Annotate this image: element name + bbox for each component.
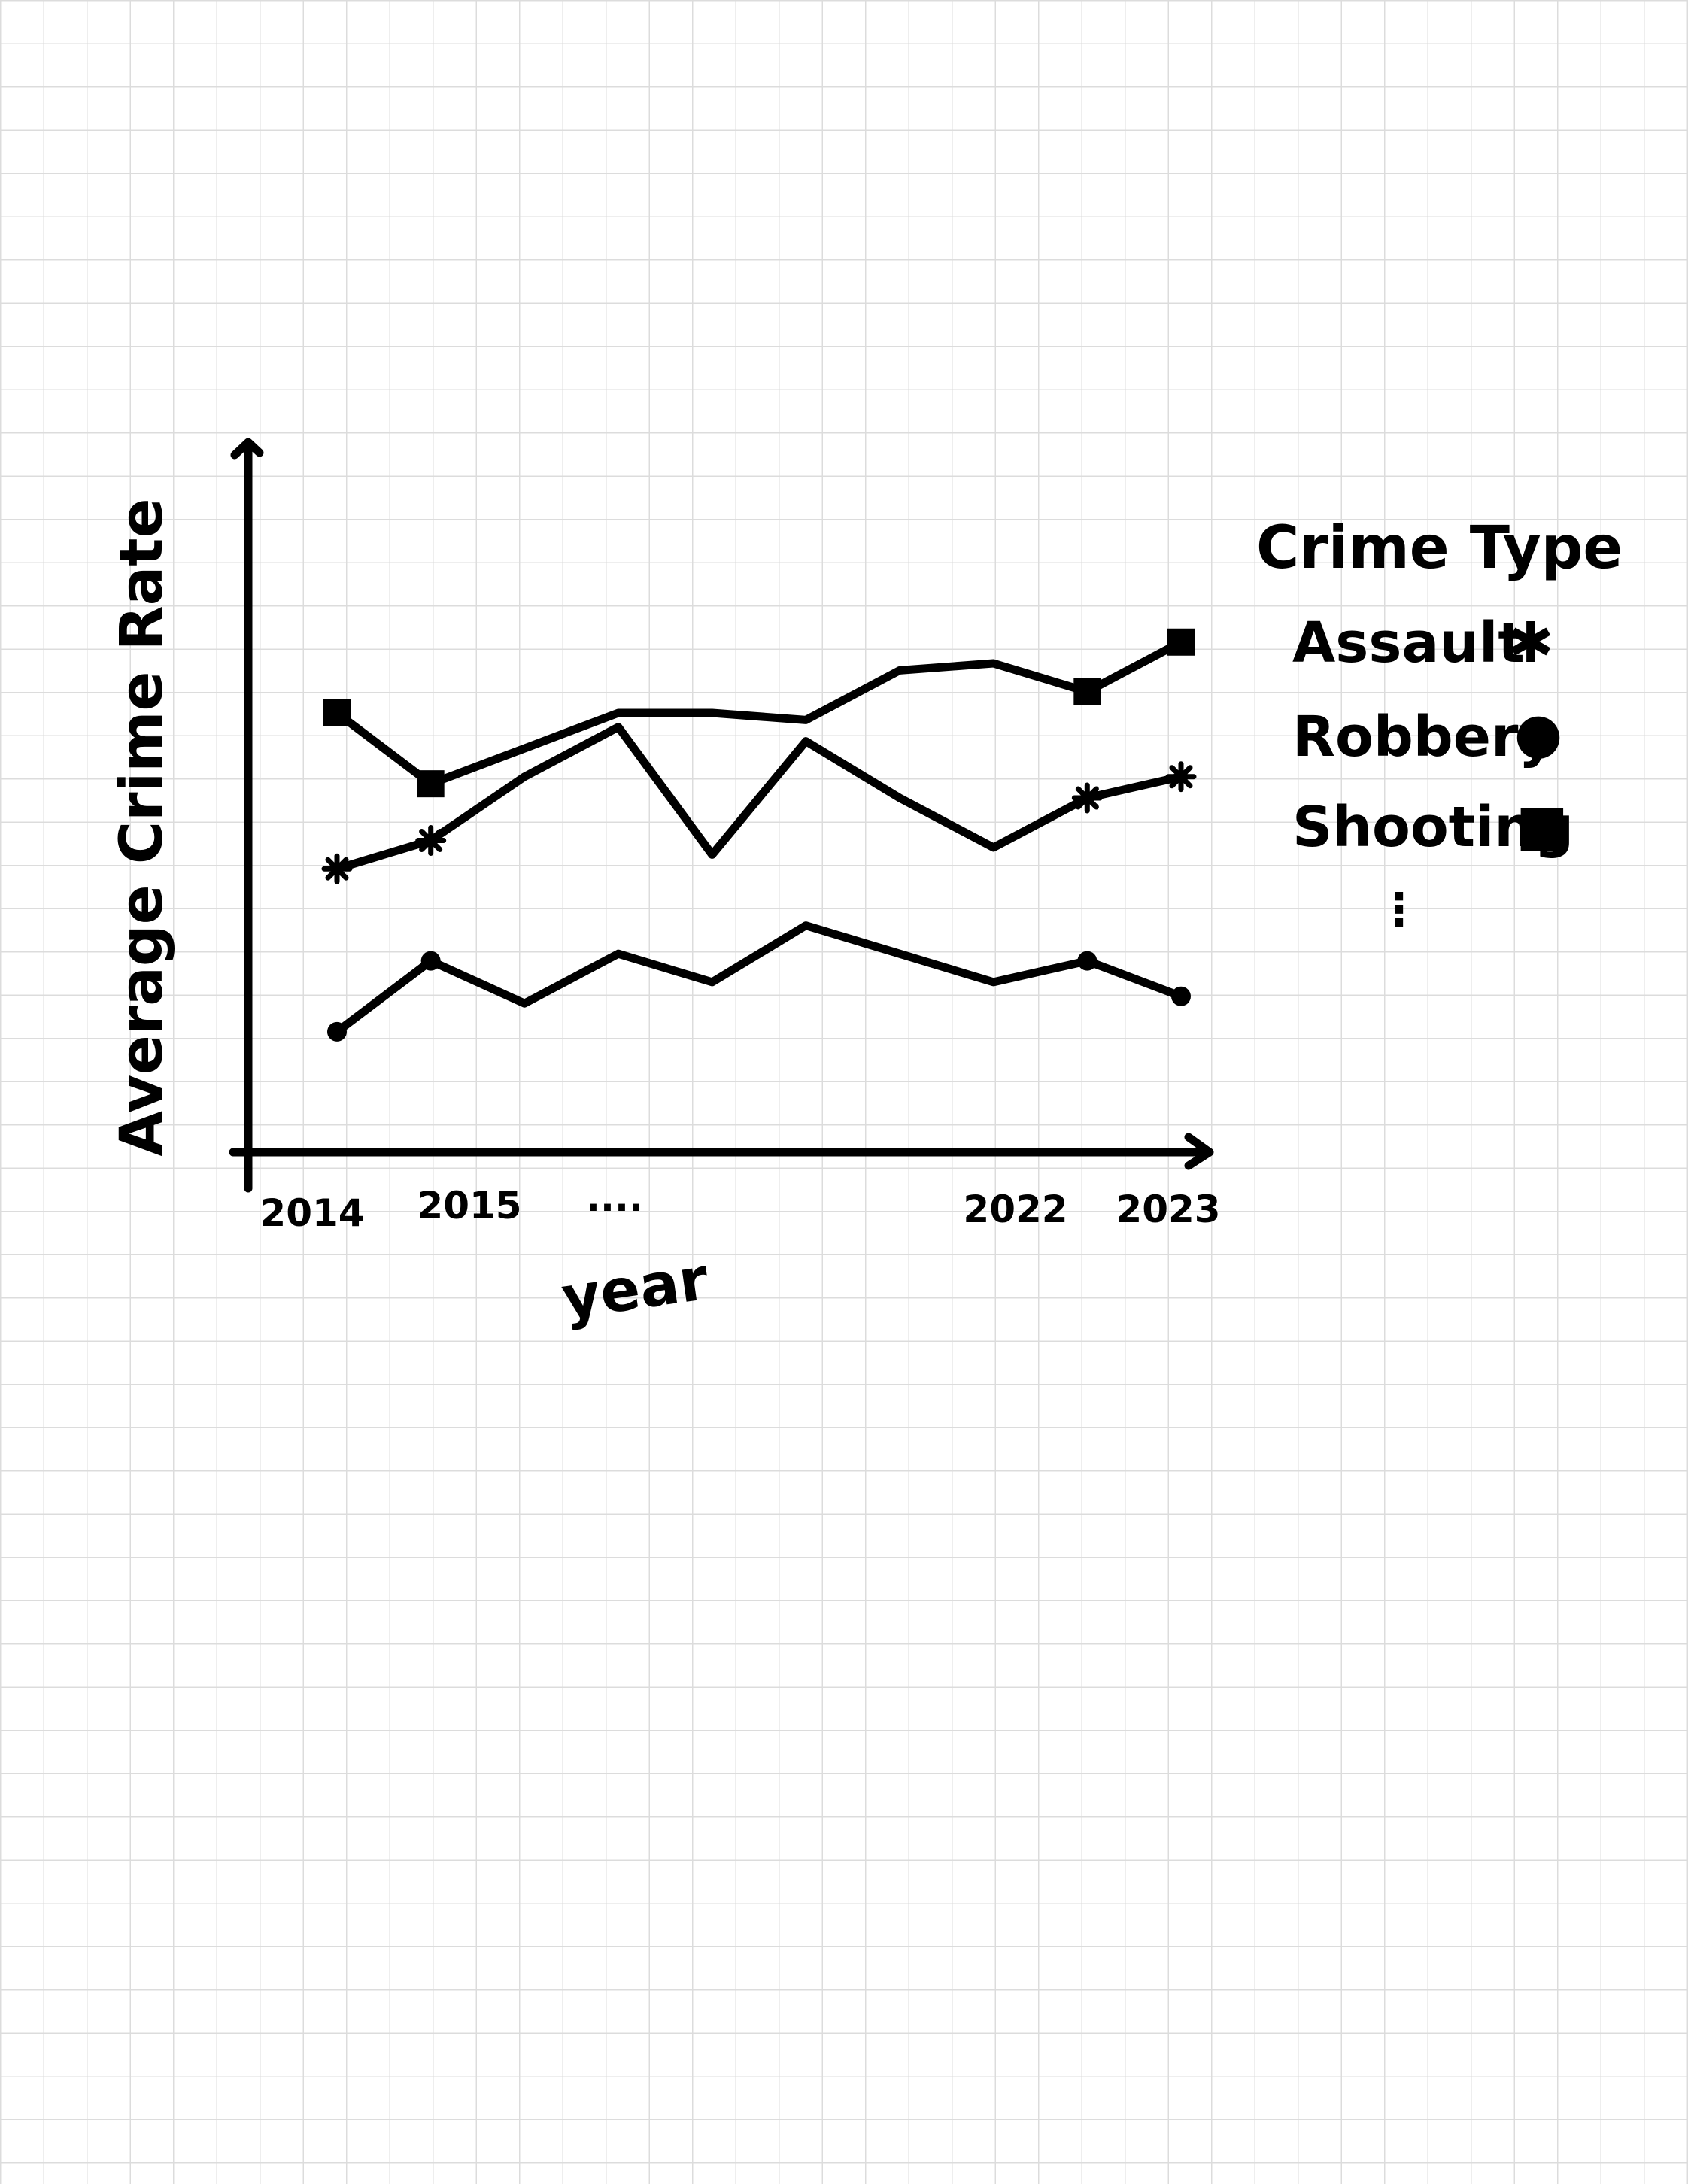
x-tick-label-2014: 2014 (260, 1191, 364, 1235)
x-tick-label-2015: 2015 (417, 1184, 521, 1227)
marker-shooting-2014 (323, 699, 351, 726)
legend-ellipsis: ⋮ (1377, 884, 1425, 936)
marker-robbery-2022 (1077, 951, 1098, 971)
legend: Crime Type Assault ✱ Robbery ● Shooting … (1256, 514, 1623, 936)
y-axis (230, 438, 264, 1193)
legend-marker-robbery: ● (1514, 701, 1563, 766)
x-axis-title: year (557, 1245, 712, 1333)
x-tick-label-2023: 2023 (1116, 1188, 1220, 1231)
legend-item-robbery: Robbery ● (1292, 701, 1562, 769)
x-axis (229, 1133, 1214, 1170)
y-axis-title: Average Crime Rate (108, 499, 176, 1157)
plot-series (332, 638, 1186, 1036)
x-tick-label-ellipsis: .... (586, 1176, 643, 1220)
x-axis-arrowhead (1184, 1133, 1214, 1170)
marker-shooting-2023 (1167, 628, 1195, 656)
marker-shooting-2015 (417, 770, 445, 798)
series-line-assault (332, 723, 1186, 873)
series-markers (321, 628, 1197, 1042)
legend-title: Crime Type (1256, 514, 1623, 582)
series-line-shooting (332, 638, 1186, 788)
x-tick-labels: 2014 2015 .... 2022 2023 (260, 1176, 1220, 1235)
marker-robbery-2023 (1171, 986, 1191, 1006)
marker-assault-2014 (321, 853, 353, 884)
legend-item-assault: Assault ✱ (1292, 611, 1554, 675)
legend-label-robbery: Robbery (1292, 705, 1555, 769)
marker-shooting-2022 (1073, 678, 1101, 705)
marker-assault-2015 (415, 825, 447, 856)
marker-robbery-2015 (420, 951, 441, 971)
legend-label-shooting: Shooting (1292, 795, 1574, 860)
series-line-robbery (332, 921, 1186, 1036)
y-axis-arrowhead (230, 438, 264, 460)
x-tick-label-2022: 2022 (963, 1188, 1067, 1231)
legend-label-assault: Assault (1292, 611, 1525, 675)
legend-marker-assault: ✱ (1507, 611, 1554, 675)
legend-item-shooting: Shooting ■ (1292, 793, 1574, 860)
marker-assault-2022 (1071, 782, 1103, 814)
marker-assault-2023 (1165, 761, 1197, 793)
legend-marker-shooting: ■ (1516, 793, 1568, 857)
marker-robbery-2014 (327, 1021, 347, 1042)
